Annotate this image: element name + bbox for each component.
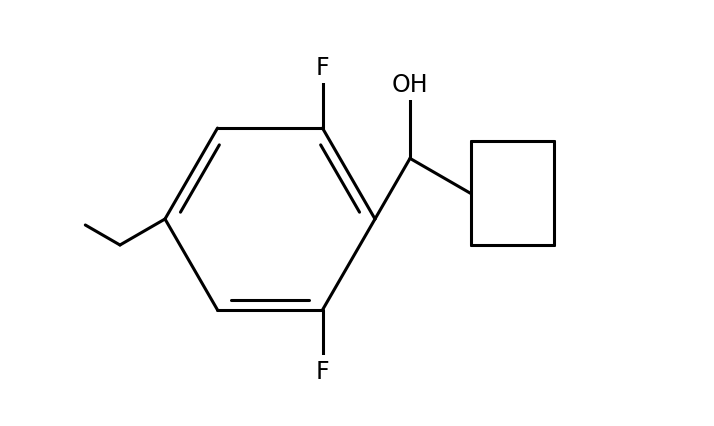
Text: OH: OH — [392, 73, 428, 97]
Text: F: F — [316, 56, 329, 80]
Text: F: F — [316, 359, 329, 383]
